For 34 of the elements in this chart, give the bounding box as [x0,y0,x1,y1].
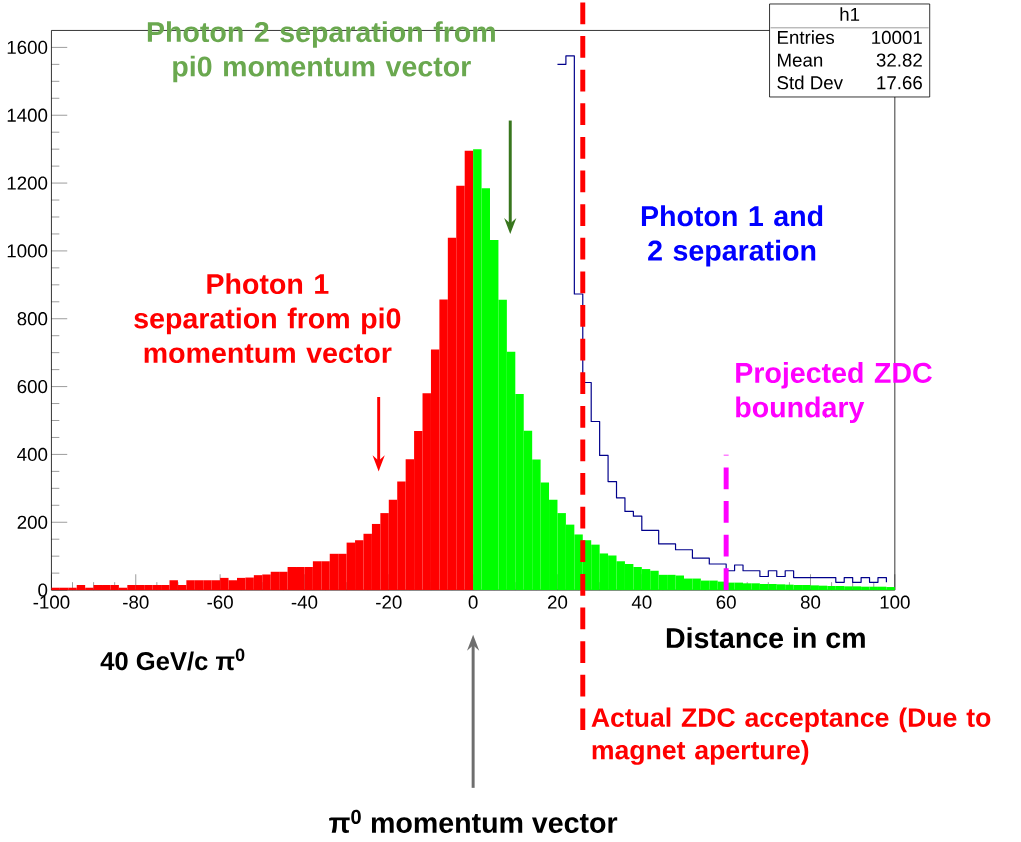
y-tick-label: 200 [17,515,48,529]
x-tick-label: -60 [207,595,233,609]
y-tick-label: 400 [17,447,48,461]
y-tick-label: 1600 [7,40,48,54]
x-tick-label: 0 [468,595,478,609]
x-axis-title: Distance in cm [666,627,865,649]
annotation: Entries [778,30,835,44]
x-tick-label: 60 [716,595,736,609]
x-tick-label: 40 [631,595,652,609]
x-tick-label: -20 [376,595,402,609]
y-tick-label: 0 [38,583,48,597]
y-tick-label: 600 [17,379,48,394]
x-tick-label: 20 [548,595,568,609]
y-tick-label: 1200 [7,176,48,190]
x-tick-label: 100 [880,595,910,609]
annotation: 32.82 [876,53,922,67]
annotation: 17.66 [877,76,922,90]
annotation: Std Dev [777,75,843,90]
text: h1 [840,7,860,21]
series-label: Photon 1 separation from pi0 momentum vector [134,273,401,363]
annotation: 10001 [872,30,922,44]
text: π$^{0}$ momentum vector [329,809,618,833]
annotation: Mean [778,53,823,67]
x-tick-label: -80 [123,595,149,609]
y-tick-label: 1400 [7,108,48,122]
y-tick-label: 800 [17,312,48,326]
x-tick-label: -40 [291,595,318,609]
x-tick-label: 80 [800,595,821,609]
text: 40 GeV/c π$^{0}$ [100,648,245,671]
ref-line-label: Projected ZDC boundary [736,361,932,423]
x-tick-label: -100 [33,595,70,609]
y-tick-label: 1000 [7,244,48,258]
text: Photon 1 and 2 separation [641,205,823,267]
ref-line-label: Actual ZDC acceptance (Due to magnet aperture) [591,707,991,765]
